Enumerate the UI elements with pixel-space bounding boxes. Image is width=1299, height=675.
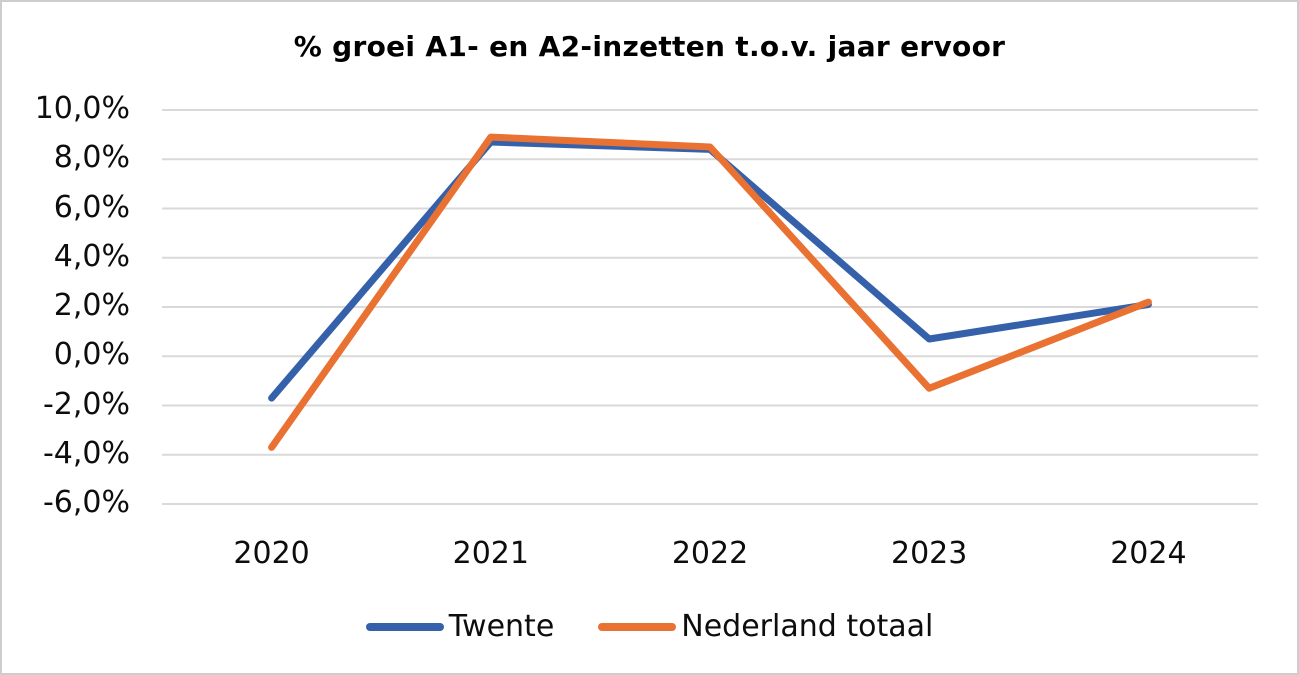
chart-title: % groei A1- en A2-inzetten t.o.v. jaar e… — [293, 30, 1006, 63]
series-line-nederland-totaal — [268, 133, 1152, 451]
y-tick-label: 4,0% — [53, 238, 130, 274]
x-tick-label: 2023 — [891, 536, 968, 571]
y-tick-label: 6,0% — [53, 189, 130, 225]
x-tick-label: 2020 — [233, 536, 310, 571]
y-tick-label: 8,0% — [53, 140, 130, 176]
legend-item-nederland-totaal: Nederland totaal — [598, 609, 933, 644]
x-tick-label: 2022 — [671, 536, 749, 571]
y-tick-label: -2,0% — [42, 386, 130, 422]
x-axis-labels: 2020 2021 2022 2023 2024 — [2, 536, 1297, 576]
y-tick-label: -4,0% — [42, 435, 130, 471]
twente-line-swatch — [365, 622, 444, 631]
x-tick-label: 2021 — [452, 536, 529, 571]
legend: Twente Nederland totaal — [2, 609, 1297, 644]
nederland-totaal-line-swatch — [598, 622, 677, 631]
y-tick-label: 2,0% — [53, 288, 130, 323]
series-line-twente — [268, 138, 1152, 402]
legend-label-twente: Twente — [448, 609, 555, 644]
y-tick-label: -6,0% — [42, 485, 130, 520]
y-tick-label: 10,0% — [34, 91, 130, 126]
y-tick-label: 0,0% — [53, 337, 130, 373]
x-tick-label: 2024 — [1110, 536, 1187, 571]
legend-item-twente: Twente — [365, 609, 555, 644]
legend-label-nederland-totaal: Nederland totaal — [681, 609, 934, 644]
y-axis-labels: 10,0% 8,0% 6,0% 4,0% 2,0% 0,0% -2,0% -4,0% -6,0% — [2, 2, 130, 673]
